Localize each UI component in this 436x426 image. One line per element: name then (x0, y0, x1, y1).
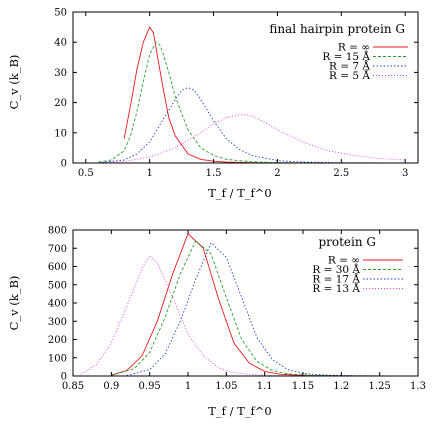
legend-label: R = 13 Å (312, 281, 360, 295)
legend-label: R = 30 Å (312, 262, 360, 276)
y-tick-label: 600 (48, 262, 67, 273)
series-line (111, 240, 418, 376)
legend-label: R = 15 Å (322, 49, 370, 63)
x-tick-label: 1 (146, 168, 152, 179)
y-tick-label: 700 (48, 244, 67, 255)
y-tick-label: 10 (54, 128, 67, 139)
x-tick-label: 1.5 (206, 168, 222, 179)
y-tick-label: 400 (48, 299, 67, 310)
panel-hairpin: final hairpin protein G 0.5 1 1.5 2 2.5 30102… (7, 8, 419, 200)
x-axis-title: T_f / T_f^0 (208, 404, 272, 418)
y-tick-label: 300 (48, 317, 67, 328)
series-group (80, 232, 418, 376)
x-tick-label: 1.2 (333, 381, 349, 392)
y-tick-label: 40 (54, 38, 67, 49)
y-tick-label: 30 (54, 68, 67, 79)
y-tick-label: 0 (61, 372, 67, 383)
y-tick-label: 500 (48, 280, 67, 291)
x-tick-label: 2 (274, 168, 280, 179)
plot-frame (72, 11, 419, 164)
legend-label: R = ∞ (328, 255, 360, 267)
x-tick-label: 1.1 (257, 381, 273, 392)
y-tick-label: 50 (54, 8, 67, 19)
y-tick-label: 0 (61, 159, 67, 170)
x-tick-label: 2.5 (333, 168, 349, 179)
series-line (98, 114, 406, 163)
panel-title: protein G (318, 235, 376, 249)
y-tick-label: 200 (48, 335, 67, 346)
x-tick-label: 0.85 (62, 381, 84, 392)
x-tick-label: 1.3 (410, 381, 426, 392)
x-axis-title: T_f / T_f^0 (208, 186, 272, 200)
legend-label: R = 7 Å (329, 59, 370, 73)
y-axis-title: C_v (k_B) (7, 55, 21, 110)
y-tick-label: 20 (54, 98, 67, 109)
x-tick-label: 1 (185, 381, 191, 392)
panel-protein-g: protein G 0.85 0.9 0.95 1 1.05 1.1 1.15 1.2 1.25… (7, 226, 426, 419)
y-tick-label: 800 (48, 226, 67, 237)
x-tick-label: 1.15 (292, 381, 314, 392)
plot-frame (72, 229, 419, 377)
legend-label: R = 17 Å (312, 272, 360, 286)
x-tick-label: 1.05 (215, 381, 237, 392)
y-axis-title: C_v (k_B) (7, 276, 21, 331)
series-line (98, 87, 406, 163)
x-tick-label: 3 (402, 168, 408, 179)
x-tick-label: 0.95 (139, 381, 161, 392)
legend-label: R = 5 Å (329, 68, 370, 82)
y-tick-label: 100 (48, 353, 67, 364)
x-tick-label: 0.9 (103, 381, 119, 392)
series-line (126, 242, 418, 376)
panel-title: final hairpin protein G (269, 22, 405, 36)
x-tick-label: 1.25 (369, 381, 391, 392)
legend-label: R = ∞ (338, 42, 370, 54)
series-line (111, 232, 418, 376)
legend: R = ∞R = 30 ÅR = 17 ÅR = 13 Å (312, 255, 403, 295)
legend: R = ∞R = 15 ÅR = 7 ÅR = 5 Å (322, 42, 408, 82)
x-tick-label: 0.5 (78, 168, 94, 179)
